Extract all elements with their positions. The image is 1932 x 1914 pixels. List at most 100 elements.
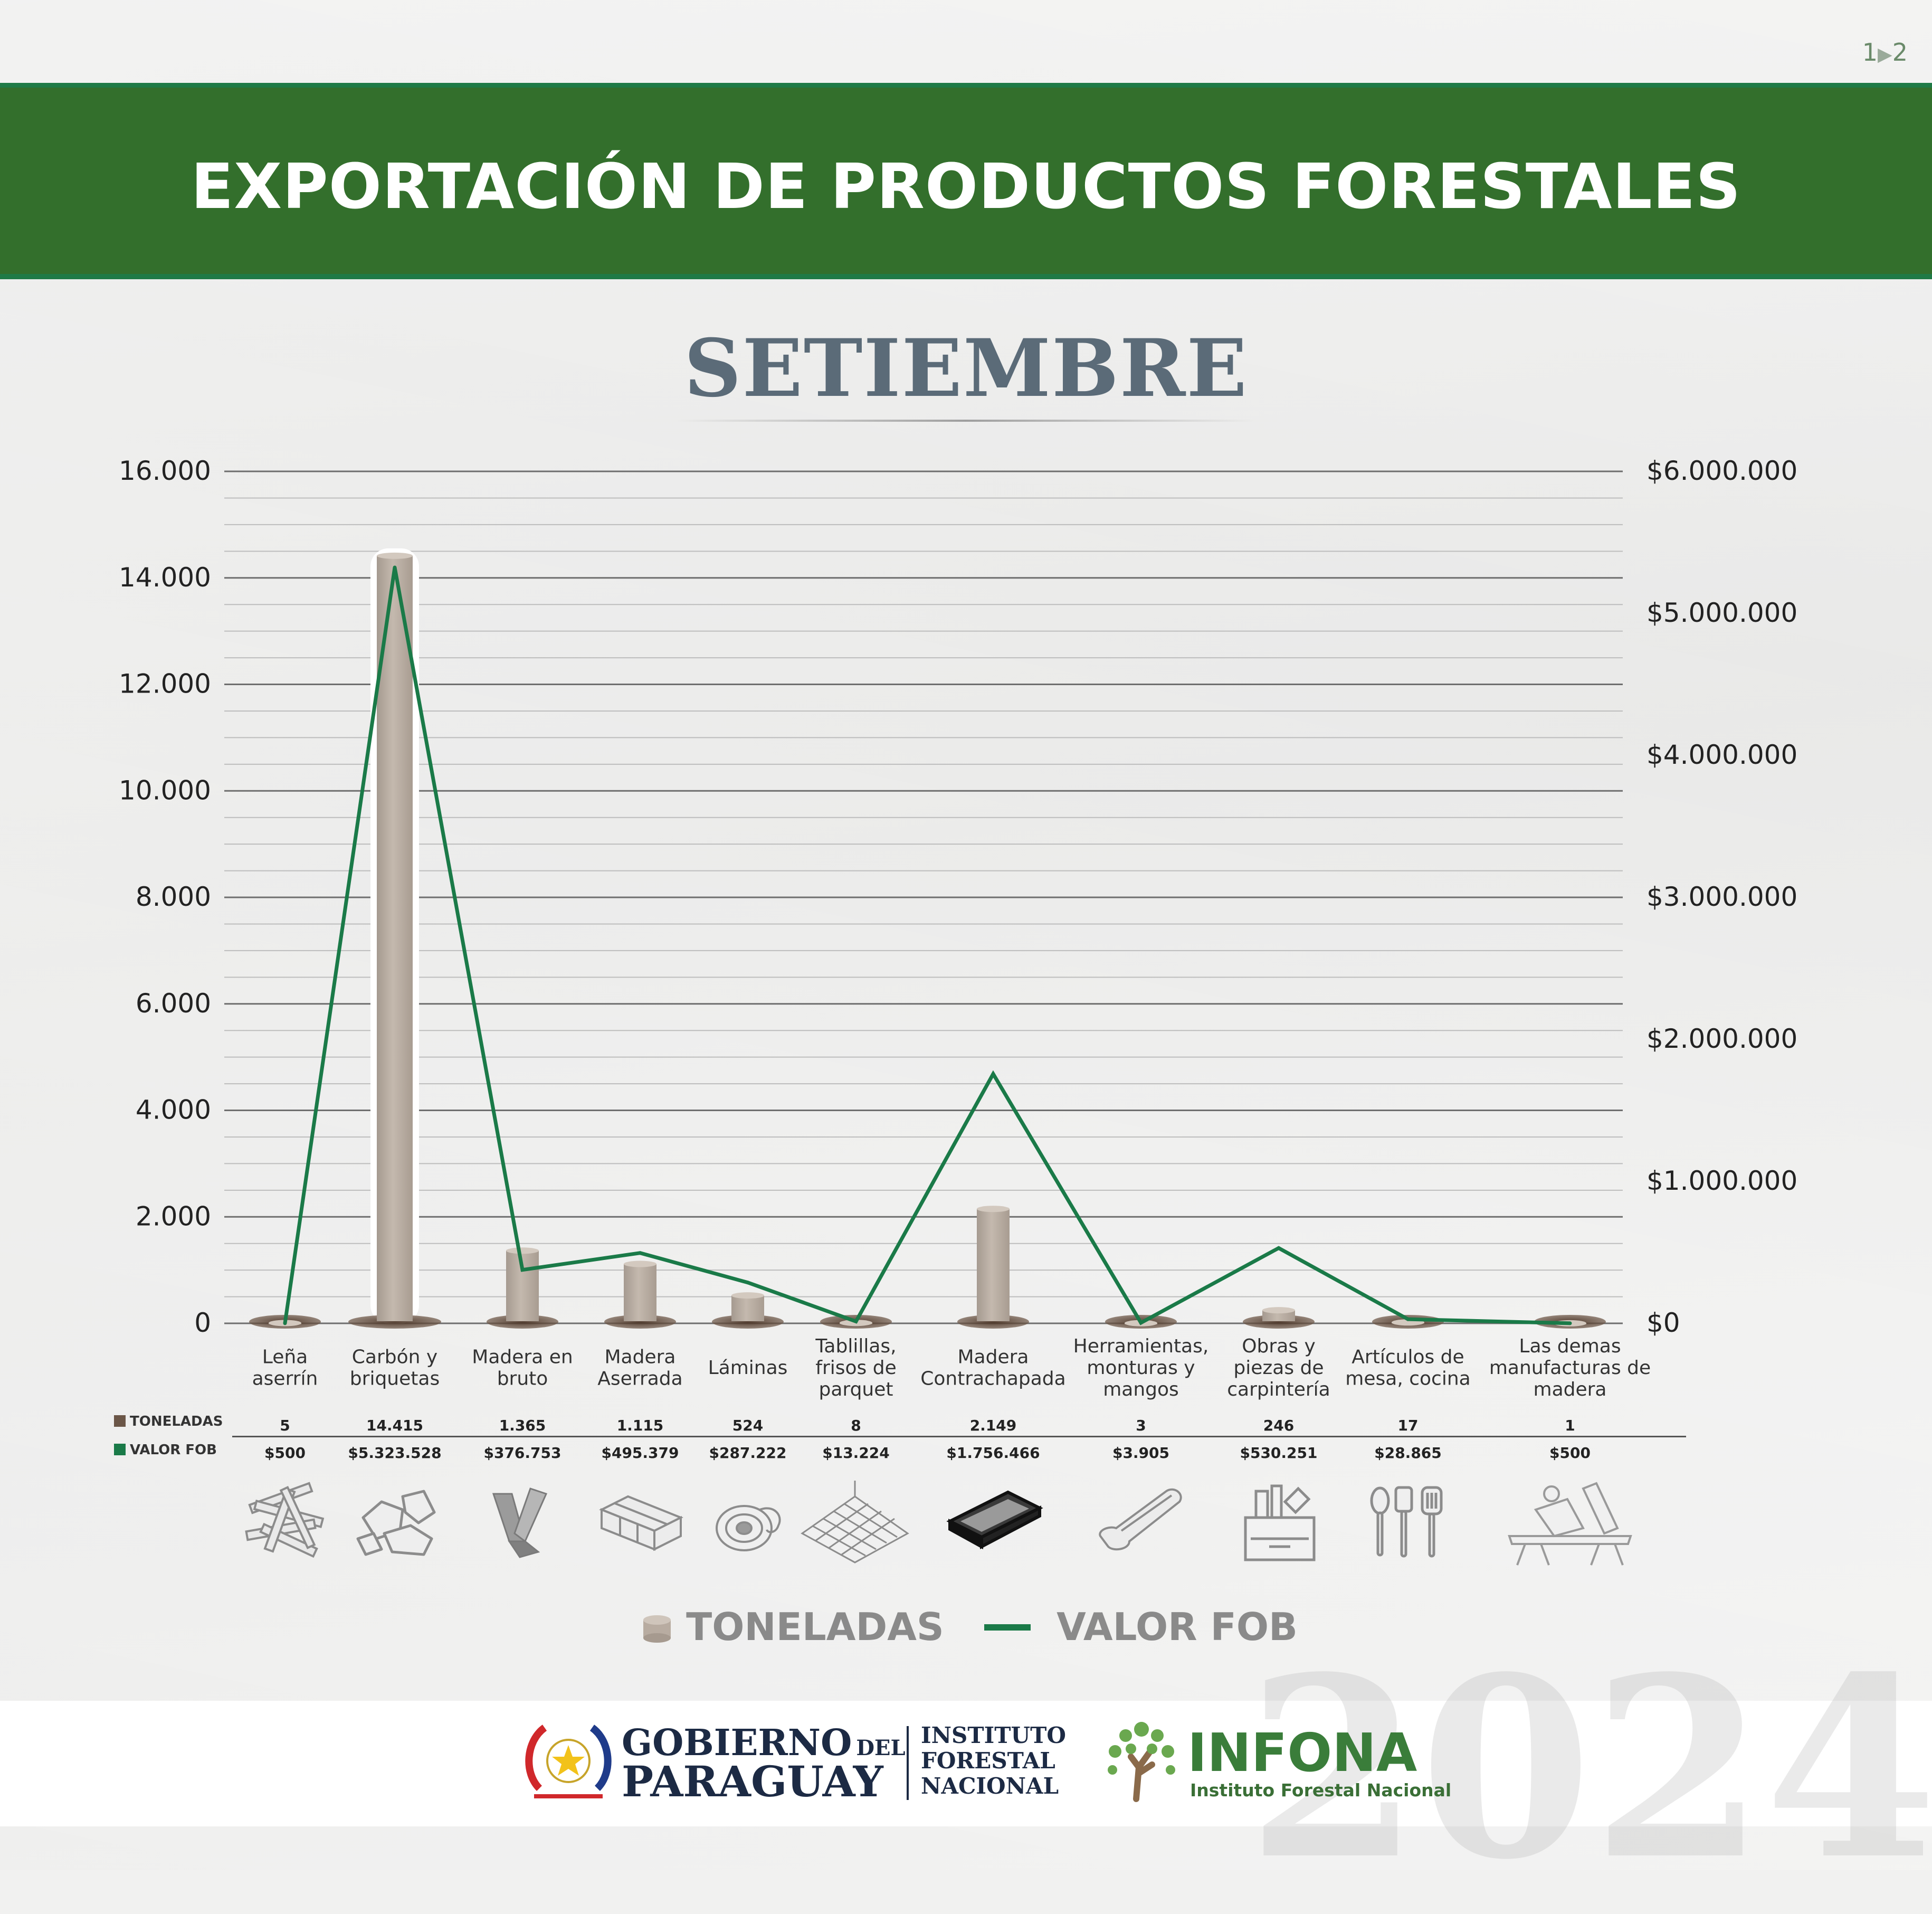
bar-cap (1262, 1307, 1295, 1314)
toneladas-value: 246 (1263, 1417, 1294, 1434)
category-label-line: aserrín (252, 1368, 318, 1390)
left-tick-label: 16.000 (119, 456, 211, 486)
valor-fob-point (854, 1319, 858, 1323)
category-label-line: Láminas (708, 1357, 788, 1379)
bar-cap (731, 1292, 764, 1299)
valor-swatch (114, 1444, 126, 1455)
valor-fob-point (746, 1281, 750, 1285)
category-label: Madera en bruto (472, 1347, 573, 1390)
valor-fob-point (1277, 1246, 1281, 1250)
toneladas-value: 5 (280, 1417, 290, 1434)
toneladas-value: 1.115 (617, 1417, 664, 1434)
category-label-line: Madera (958, 1347, 1029, 1368)
legend-item-toneladas: TONELADAS (641, 1605, 944, 1649)
category-label-line: Madera (605, 1347, 676, 1368)
toneladas-row-text: TONELADAS (130, 1414, 223, 1429)
bar-shadow (957, 1315, 1029, 1329)
year-watermark: 2024 (1246, 1623, 1932, 1914)
toneladas-swatch (114, 1415, 126, 1427)
veneer-roll-icon (716, 1505, 781, 1551)
page-indicator[interactable]: 1▶2 (1862, 38, 1908, 67)
valor-fob-value: $495.379 (601, 1444, 679, 1462)
category-label-line: Carbón y (352, 1347, 437, 1368)
bar-shadow (1243, 1315, 1315, 1329)
category-label: Artículos de mesa, cocina (1345, 1347, 1470, 1390)
next-page-arrow-icon[interactable]: ▶ (1878, 44, 1892, 65)
bar (624, 1264, 656, 1321)
page-title: EXPORTACIÓN DE PRODUCTOS FORESTALES (191, 150, 1741, 223)
bar (377, 555, 413, 1321)
gobierno-word: GOBIERNO (622, 1722, 852, 1764)
month-title-rule (675, 420, 1256, 422)
bar-shadow (604, 1315, 676, 1329)
toneladas-value: 1 (1565, 1417, 1575, 1434)
carpentry-toolbox-icon (1244, 1484, 1316, 1561)
instituto-forestal-text: INSTITUTO FORESTAL NACIONAL (921, 1723, 1079, 1802)
table-row-label-valor: VALOR FOB (114, 1442, 217, 1458)
left-tick-label: 8.000 (136, 882, 211, 912)
category-label: Leña aserrín (252, 1347, 318, 1390)
bar-group (1372, 1315, 1444, 1329)
toneladas-value: 2.149 (970, 1417, 1017, 1434)
bar-shadow (348, 1315, 441, 1329)
valor-fob-value: $500 (264, 1444, 306, 1462)
bar (1262, 1310, 1295, 1321)
category-label-line: piezas de (1233, 1357, 1324, 1379)
left-tick-label: 0 (194, 1307, 211, 1338)
left-tick-label: 12.000 (119, 669, 211, 699)
footer-band (0, 1701, 1932, 1826)
legend-toneladas-label: TONELADAS (686, 1605, 944, 1649)
category-label-line: briquetas (350, 1368, 440, 1390)
category-label-line: Herramientas, (1073, 1335, 1209, 1357)
left-tick-label: 4.000 (136, 1095, 211, 1125)
right-tick-label: $1.000.000 (1647, 1166, 1797, 1196)
category-label-line: bruto (497, 1368, 548, 1390)
log-icon (492, 1487, 548, 1558)
category-label-line: Madera en (472, 1347, 573, 1368)
bar-group (348, 548, 441, 1329)
firewood-sawdust-icon (245, 1482, 325, 1558)
left-tick-label: 10.000 (119, 775, 211, 806)
bar-cap (377, 552, 413, 559)
valor-fob-point (638, 1251, 642, 1255)
valor-fob-point (393, 565, 397, 570)
valor-fob-point (1139, 1321, 1143, 1325)
toneladas-value: 1.365 (499, 1417, 546, 1434)
grid-lines (224, 470, 1623, 1324)
bar (731, 1295, 764, 1321)
valor-fob-point (1568, 1321, 1572, 1325)
wood-manufactures-icon (1508, 1482, 1632, 1566)
category-label: Obras y piezas de carpintería (1227, 1335, 1330, 1400)
bar (977, 1209, 1010, 1321)
valor-fob-value: $530.251 (1240, 1444, 1317, 1462)
category-label: Madera Aserrada (597, 1347, 682, 1390)
category-label-line: Tablillas, (815, 1335, 896, 1357)
toneladas-value: 17 (1398, 1417, 1419, 1434)
valor-fob-value: $376.753 (483, 1444, 561, 1462)
toneladas-value: 8 (851, 1417, 861, 1434)
category-label: Carbón y briquetas (350, 1347, 440, 1390)
valor-fob-value: $287.222 (709, 1444, 786, 1462)
bar-shadow (712, 1315, 784, 1329)
bar-cap (506, 1247, 539, 1254)
valor-fob-value: $13.224 (822, 1444, 890, 1462)
paraguay-coat-of-arms-icon (525, 1725, 612, 1798)
category-label: Herramientas, monturas y mangos (1073, 1335, 1209, 1400)
valor-fob-legend-line-icon (984, 1624, 1031, 1631)
paraguay-word: PARAGUAY (622, 1757, 883, 1806)
export-chart: 0 2.000 4.000 6.000 8.000 10.000 12.000 14.000 1… (119, 456, 1797, 1462)
right-tick-label: $2.000.000 (1647, 1024, 1797, 1054)
category-label-line: Las demas (1519, 1335, 1621, 1357)
category-label-line: Leña (262, 1347, 308, 1368)
right-axis: $0 $1.000.000 $2.000.000 $3.000.000 $4.000.0… (1647, 456, 1797, 1338)
right-tick-label: $6.000.000 (1647, 456, 1797, 486)
bar-group (957, 1206, 1029, 1329)
category-label-line: carpintería (1227, 1379, 1330, 1400)
valor-fob-value: $28.865 (1374, 1444, 1442, 1462)
bar-cap (977, 1206, 1010, 1212)
charcoal-icon (356, 1490, 436, 1556)
category-label-line: madera (1534, 1379, 1607, 1400)
category-label-line: Contrachapada (920, 1368, 1065, 1390)
left-tick-label: 6.000 (136, 988, 211, 1019)
inst-line-2: FORESTAL (921, 1748, 1055, 1774)
